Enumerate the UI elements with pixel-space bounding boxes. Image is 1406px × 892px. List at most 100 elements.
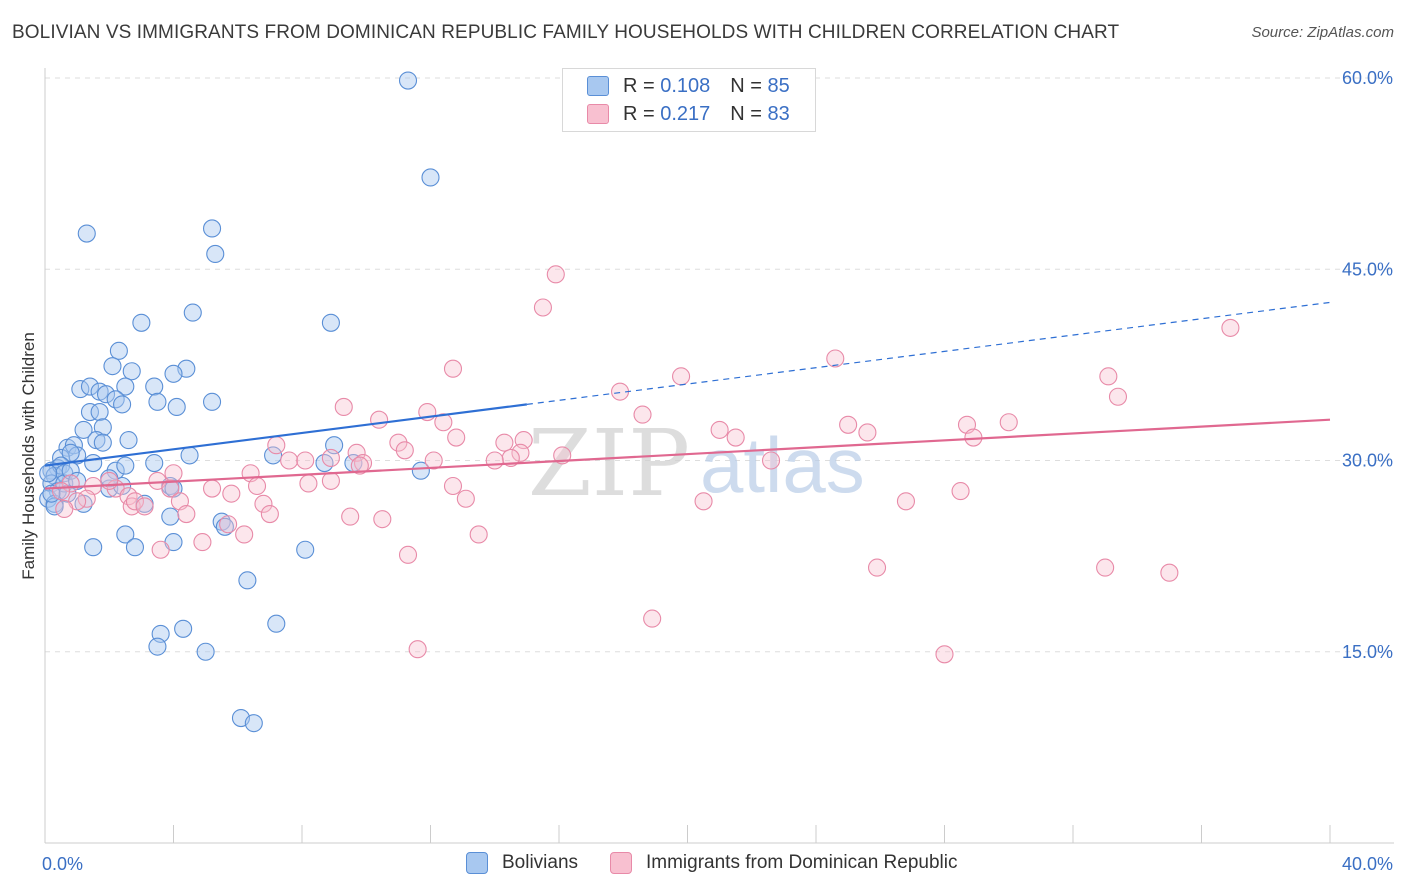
dominican-point bbox=[135, 497, 154, 516]
n-value: 85 bbox=[767, 74, 790, 97]
y-tick-label: 30.0% bbox=[1342, 451, 1393, 471]
bolivian-point bbox=[174, 619, 193, 638]
dominican-point bbox=[254, 494, 273, 513]
watermark-zip: ZIP bbox=[528, 410, 690, 517]
bolivian-point bbox=[109, 341, 128, 360]
dominican-point bbox=[203, 479, 222, 498]
bolivian-point bbox=[264, 446, 283, 465]
dominican-point bbox=[350, 456, 369, 475]
dominican-point bbox=[485, 451, 504, 470]
dominican-point bbox=[341, 507, 360, 526]
dominican-point bbox=[398, 545, 418, 564]
dominican-point bbox=[280, 451, 299, 470]
bolivian-point bbox=[148, 637, 167, 656]
r-value: 0.108 bbox=[660, 74, 711, 97]
r-label: R = bbox=[623, 74, 655, 97]
bolivian-point bbox=[116, 456, 135, 475]
dominican-point bbox=[1108, 387, 1128, 406]
bolivian-point bbox=[180, 446, 199, 465]
dominican-point bbox=[247, 476, 267, 496]
dominican-point bbox=[447, 428, 466, 447]
dominican-point bbox=[1099, 367, 1118, 386]
tick-labels: 15.0% 30.0% 45.0% 60.0% 0.0% 40.0% bbox=[42, 68, 1393, 874]
dominican-point bbox=[672, 367, 691, 386]
dominican-point bbox=[260, 504, 279, 524]
bolivian-point bbox=[96, 385, 116, 404]
dominican-point bbox=[161, 479, 180, 498]
dominican-point bbox=[443, 359, 463, 378]
bolivian-point bbox=[90, 402, 109, 422]
correlation-legend: R = 0.108 N = 85 R = 0.217 N = 83 bbox=[562, 68, 816, 132]
bolivian-point bbox=[116, 377, 135, 396]
dominican-point bbox=[370, 410, 389, 429]
dominican-point bbox=[896, 492, 916, 511]
zipatlas-watermark: ZIP atlas bbox=[528, 410, 865, 517]
axes bbox=[44, 68, 1394, 844]
trend-lines bbox=[44, 301, 1331, 490]
dominican-point bbox=[643, 609, 662, 628]
dominican-point bbox=[122, 497, 141, 516]
bolivian-point bbox=[84, 453, 103, 473]
dominican-point bbox=[858, 423, 877, 442]
bolivian-point bbox=[113, 395, 132, 414]
bolivian-point bbox=[398, 71, 418, 90]
legend-swatch-blue bbox=[587, 76, 609, 96]
dominican-point bbox=[408, 640, 427, 659]
n-value: 83 bbox=[767, 102, 790, 125]
dominican-point bbox=[100, 471, 119, 490]
legend-label-bolivians: Bolivians bbox=[502, 852, 579, 873]
legend-row-bolivians: R = 0.108 N = 85 bbox=[587, 72, 790, 100]
bolivian-point bbox=[238, 571, 257, 590]
y-axis-label: Family Households with Children bbox=[19, 332, 38, 580]
dominican-point bbox=[321, 448, 340, 468]
dominican-point bbox=[999, 413, 1018, 432]
dominican-point bbox=[694, 492, 713, 511]
series-dominican bbox=[52, 265, 1240, 664]
dominican-point bbox=[395, 441, 414, 460]
bolivian-point bbox=[183, 303, 202, 322]
dominican-point bbox=[55, 499, 74, 519]
dominican-point bbox=[935, 645, 954, 664]
bolivian-point bbox=[196, 642, 215, 661]
dominican-point bbox=[839, 415, 858, 434]
bolivian-point bbox=[206, 244, 225, 263]
bolivian-point bbox=[132, 313, 151, 332]
dominican-point bbox=[299, 474, 318, 493]
series-bolivians bbox=[39, 71, 440, 733]
legend-label-dominican: Immigrants from Dominican Republic bbox=[646, 852, 958, 873]
dominican-point bbox=[469, 525, 488, 544]
dominican-point bbox=[164, 464, 183, 483]
bolivian-point bbox=[203, 219, 222, 238]
bolivian-point bbox=[125, 538, 144, 557]
bolivian-trend-solid bbox=[44, 403, 528, 467]
dominican-point bbox=[434, 413, 453, 432]
chart-title: BOLIVIAN VS IMMIGRANTS FROM DOMINICAN RE… bbox=[12, 22, 1120, 43]
y-tick-label: 45.0% bbox=[1342, 259, 1393, 279]
dominican-point bbox=[373, 510, 392, 529]
r-label: R = bbox=[623, 102, 655, 125]
bolivian-point bbox=[80, 402, 100, 422]
bolivian-point bbox=[39, 464, 58, 483]
dominican-point bbox=[222, 484, 241, 503]
dominican-point bbox=[424, 451, 443, 470]
bolivian-point bbox=[74, 420, 93, 439]
bolivian-point bbox=[93, 433, 112, 452]
bolivian-point bbox=[267, 614, 286, 633]
dominican-point bbox=[52, 482, 71, 501]
bolivian-point bbox=[145, 377, 164, 396]
bolivian-point bbox=[145, 453, 164, 473]
dominican-point bbox=[193, 533, 212, 552]
dominican-point bbox=[710, 420, 729, 439]
dominican-point bbox=[235, 525, 254, 544]
bolivian-point bbox=[421, 168, 440, 187]
dominican-point bbox=[267, 436, 286, 455]
dominican-point bbox=[443, 476, 463, 496]
bolivian-point bbox=[203, 392, 222, 411]
legend-item-dominican[interactable]: Immigrants from Dominican Republic bbox=[610, 852, 958, 874]
bolivian-point bbox=[116, 525, 135, 544]
grid-lines bbox=[45, 77, 1394, 653]
bolivian-point bbox=[103, 357, 122, 376]
legend-item-bolivians[interactable]: Bolivians bbox=[466, 852, 578, 874]
n-label: N = bbox=[730, 102, 762, 125]
dominican-point bbox=[761, 451, 781, 470]
